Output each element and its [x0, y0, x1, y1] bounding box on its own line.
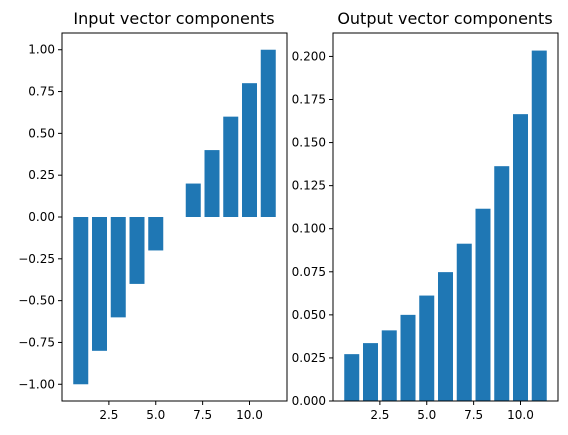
output-y-tick-label: 0.125	[292, 179, 326, 193]
output-y-tick-label: 0.175	[292, 93, 326, 107]
input-y-tick-label: −1.00	[18, 377, 55, 391]
output-x-tick-label: 2.5	[370, 408, 389, 422]
input-chart-panel: Input vector components −1.00−0.75−0.50−…	[18, 9, 288, 422]
input-bar	[129, 217, 145, 284]
input-bar	[260, 49, 276, 218]
output-y-tick-label: 0.100	[292, 222, 326, 236]
output-y-tick-label: 0.000	[292, 394, 326, 408]
input-bar	[223, 116, 239, 217]
input-y-tick-label: 0.50	[28, 126, 55, 140]
output-y-tick-label: 0.075	[292, 265, 326, 279]
output-bar	[438, 272, 453, 401]
input-bar	[73, 217, 89, 385]
output-bar	[456, 243, 472, 401]
input-y-axis: −1.00 −0.75 −0.50 −0.25 0.00 0.25 0.50 0.75 1.00	[18, 43, 62, 391]
output-y-axis: 0.000 0.025 0.050 0.075 0.100 0.125 0.150 0.175…	[292, 49, 333, 408]
input-x-axis: 2.5 5.0 7.5 10.0	[99, 401, 263, 422]
input-y-tick-label: −0.25	[18, 252, 55, 266]
output-bar	[513, 114, 528, 402]
input-y-tick-label: 0.25	[28, 168, 55, 182]
output-bar	[475, 208, 491, 401]
output-y-tick-label: 0.050	[292, 308, 326, 322]
output-bar	[381, 330, 397, 401]
input-x-tick-label: 2.5	[99, 408, 118, 422]
output-chart-panel: Output vector components 0.000 0.025 0.050…	[292, 9, 559, 422]
output-axes-frame	[332, 32, 559, 402]
output-y-tick-label: 0.025	[292, 351, 326, 365]
input-bar	[92, 217, 107, 351]
output-x-tick-label: 10.0	[507, 408, 534, 422]
output-bars	[344, 50, 547, 402]
input-y-tick-label: −0.50	[18, 294, 55, 308]
output-y-tick-label: 0.150	[292, 136, 326, 150]
output-bar	[531, 50, 547, 401]
output-x-tick-label: 5.0	[417, 408, 436, 422]
input-bars	[73, 49, 276, 385]
output-bar	[400, 314, 416, 401]
output-chart-title: Output vector components	[337, 9, 552, 28]
input-axes-frame	[61, 32, 288, 402]
output-bar	[363, 343, 378, 401]
input-y-tick-label: 0.00	[28, 210, 55, 224]
output-bar	[344, 354, 360, 401]
input-y-tick-label: 1.00	[28, 43, 55, 57]
input-bar	[148, 217, 164, 251]
input-bar	[242, 83, 257, 218]
output-y-tick-label: 0.200	[292, 49, 326, 63]
input-y-tick-label: −0.75	[18, 335, 55, 349]
output-x-axis: 2.5 5.0 7.5 10.0	[370, 401, 534, 422]
input-x-tick-label: 10.0	[236, 408, 263, 422]
output-x-tick-label: 7.5	[464, 408, 483, 422]
input-bar	[110, 217, 126, 318]
input-x-tick-label: 7.5	[193, 408, 212, 422]
input-bar	[185, 183, 201, 217]
input-y-tick-label: 0.75	[28, 85, 55, 99]
input-chart-title: Input vector components	[73, 9, 274, 28]
input-bar	[204, 150, 220, 217]
output-bar	[494, 166, 510, 401]
input-x-tick-label: 5.0	[146, 408, 165, 422]
output-bar	[419, 295, 435, 401]
